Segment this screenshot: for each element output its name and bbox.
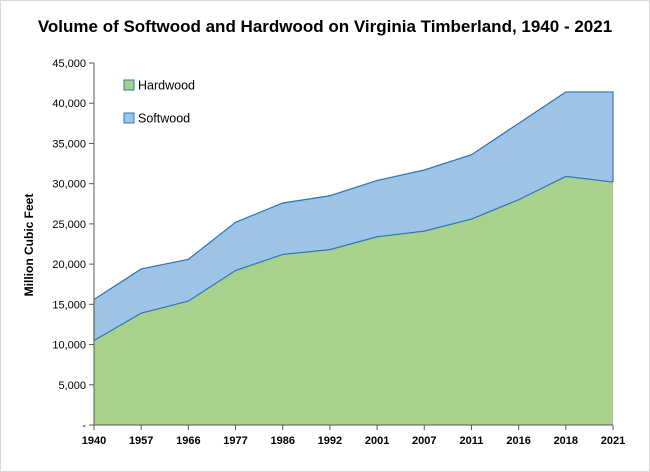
x-tick-label: 1940 <box>82 435 106 447</box>
ticks-layer: - 5,000 10,000 15,000 20,000 25,000 30,000 35,0… <box>52 58 625 447</box>
y-tick-label: 15,000 <box>52 299 86 311</box>
x-tick-label: 2016 <box>506 435 530 447</box>
y-tick-label: - <box>82 420 86 432</box>
x-tick-label: 1992 <box>318 435 342 447</box>
legend-swatch-hardwood <box>123 79 135 91</box>
legend-label-hardwood: Hardwood <box>138 79 195 93</box>
legend: Hardwood Softwood <box>123 79 195 126</box>
x-tick-label: 1966 <box>176 435 200 447</box>
y-tick-label: 25,000 <box>52 219 86 231</box>
legend-label-softwood: Softwood <box>138 112 190 126</box>
x-tick-label: 1977 <box>223 435 247 447</box>
x-tick-label: 2018 <box>554 435 578 447</box>
y-tick-label: 20,000 <box>52 259 86 271</box>
y-tick-label: 35,000 <box>52 138 86 150</box>
y-tick-label: 30,000 <box>52 179 86 191</box>
y-tick-label: 40,000 <box>52 98 86 110</box>
x-tick-label: 2011 <box>460 435 484 447</box>
axes-layer <box>93 63 613 426</box>
chart-title: Volume of Softwood and Hardwood on Virgi… <box>37 17 613 36</box>
x-tick-label: 2021 <box>601 435 625 447</box>
y-tick-label: 10,000 <box>52 340 86 352</box>
x-tick-label: 2001 <box>365 435 389 447</box>
x-tick-label: 2007 <box>412 435 436 447</box>
y-tick-label: 45,000 <box>52 58 86 70</box>
hardwood-series-line <box>93 175 614 342</box>
hardwood-area <box>94 176 613 425</box>
legend-swatch-softwood <box>123 112 135 124</box>
y-tick-label: 5,000 <box>58 380 86 392</box>
softwood-series-line <box>93 91 614 341</box>
x-tick-label: 1957 <box>129 435 153 447</box>
area-layer <box>93 91 614 425</box>
x-tick-label: 1986 <box>270 435 294 447</box>
softwood-area <box>94 91 613 341</box>
